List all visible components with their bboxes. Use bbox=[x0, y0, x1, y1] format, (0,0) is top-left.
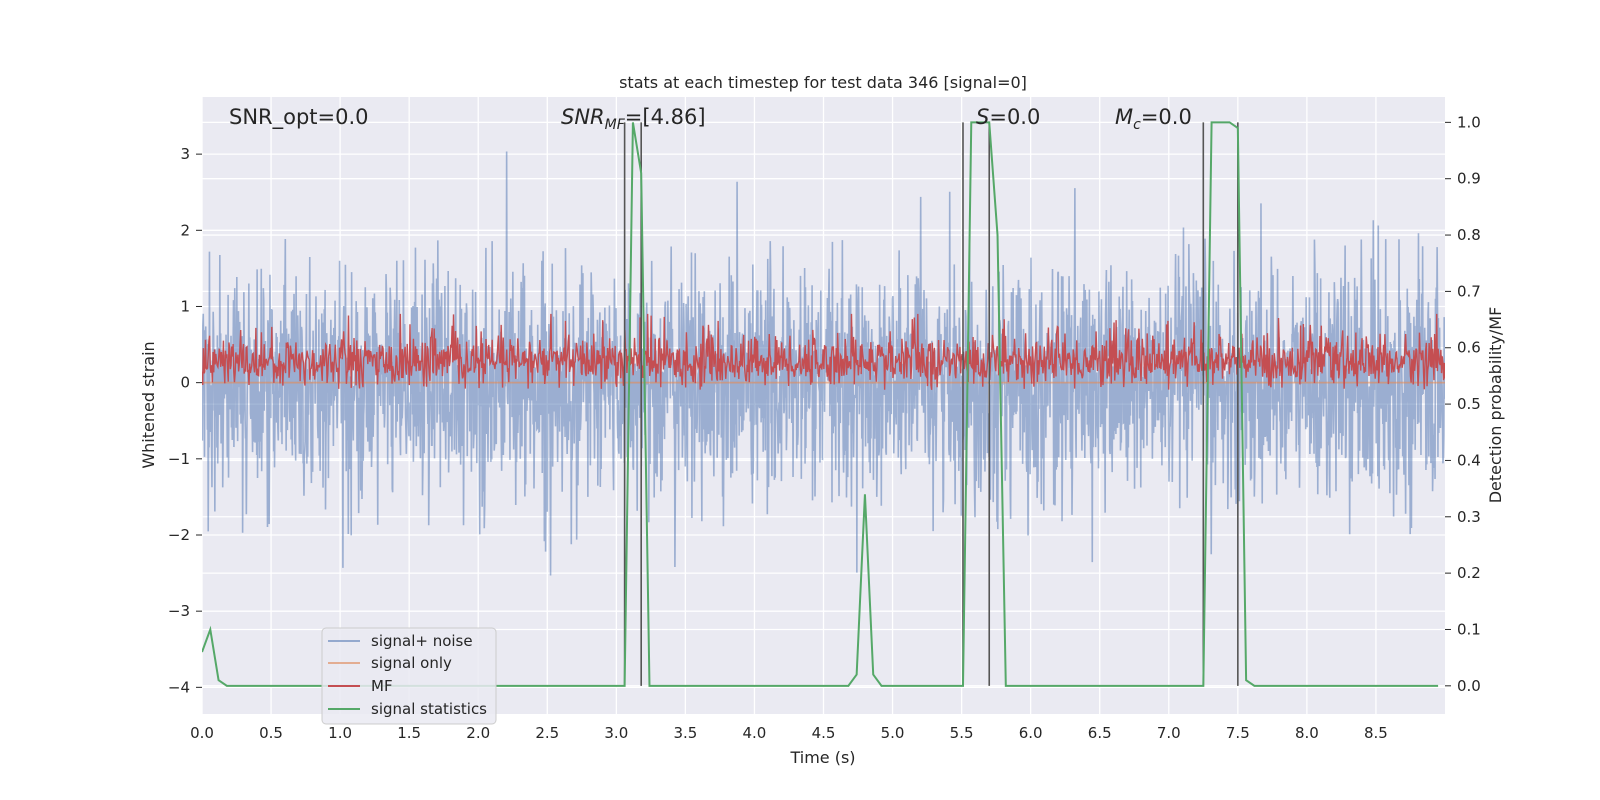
annotation-s: S=0.0 bbox=[976, 105, 1040, 129]
annotation-mc-sub: c bbox=[1133, 117, 1141, 133]
y-tick-label-left: 2 bbox=[180, 221, 190, 239]
y-tick-label-left: 1 bbox=[180, 297, 190, 315]
y-tick-label-right: 0.9 bbox=[1457, 170, 1481, 188]
legend-label-mf: MF bbox=[371, 677, 393, 695]
y-axis-right-ticks: 1.0 0.9 0.8 0.7 0.6 0.5 0.4 0.3 0.2 0.1 0.0 bbox=[1445, 113, 1481, 695]
annotation-mc-value: =0.0 bbox=[1141, 105, 1192, 129]
y-tick-label-right: 0.2 bbox=[1457, 564, 1481, 582]
x-tick-label: 5.0 bbox=[881, 724, 905, 742]
y-axis-left-label: Whitened strain bbox=[139, 341, 158, 468]
x-tick-label: 7.0 bbox=[1157, 724, 1181, 742]
y-tick-label-left: 0 bbox=[180, 374, 190, 392]
x-tick-label: 4.0 bbox=[743, 724, 767, 742]
x-tick-label: 1.5 bbox=[397, 724, 421, 742]
y-tick-label-left: −4 bbox=[168, 678, 190, 696]
annotation-snr-mf-main: SNR bbox=[561, 105, 605, 129]
x-tick-label: 0.5 bbox=[259, 724, 283, 742]
y-axis-left-ticks: 3 2 1 0 −1 −2 −3 −4 bbox=[168, 145, 202, 696]
y-tick-label-right: 0.8 bbox=[1457, 226, 1481, 244]
annotation-mc: Mc=0.0 bbox=[1115, 105, 1192, 133]
annotation-snr-mf-sub: MF bbox=[605, 117, 626, 133]
y-tick-label-left: −2 bbox=[168, 526, 190, 544]
x-axis-ticks: 0.0 0.5 1.0 1.5 2.0 2.5 3.0 3.5 4.0 4.5 5.0 5.5 6.0 6… bbox=[190, 724, 1388, 742]
x-tick-label: 8.0 bbox=[1295, 724, 1319, 742]
annotation-s-label: S bbox=[976, 105, 989, 129]
y-tick-label-left: −1 bbox=[168, 450, 190, 468]
y-tick-label-right: 0.7 bbox=[1457, 282, 1481, 300]
legend-box bbox=[321, 627, 497, 725]
y-tick-label-right: 0.6 bbox=[1457, 339, 1481, 357]
y-tick-label-right: 1.0 bbox=[1457, 113, 1481, 131]
annotation-snr-mf: SNRMF=[4.86] bbox=[561, 105, 706, 133]
x-tick-label: 6.5 bbox=[1088, 724, 1112, 742]
x-tick-label: 3.5 bbox=[673, 724, 697, 742]
y-tick-label-right: 0.3 bbox=[1457, 508, 1481, 526]
x-tick-label: 4.5 bbox=[812, 724, 836, 742]
y-tick-label-right: 0.5 bbox=[1457, 395, 1481, 413]
x-axis-label: Time (s) bbox=[789, 748, 855, 767]
y-axis-right-label: Detection probability/MF bbox=[1486, 307, 1505, 504]
x-tick-label: 8.5 bbox=[1364, 724, 1388, 742]
x-tick-label: 1.0 bbox=[328, 724, 352, 742]
legend: signal+ noise signal only MF signal stat… bbox=[321, 627, 497, 725]
legend-label-signal-noise: signal+ noise bbox=[371, 632, 473, 650]
x-tick-label: 7.5 bbox=[1226, 724, 1250, 742]
annotation-snr-mf-value: =[4.86] bbox=[625, 105, 706, 129]
y-tick-label-left: −3 bbox=[168, 602, 190, 620]
series-signal-statistics bbox=[202, 121, 1439, 687]
annotation-s-value: =0.0 bbox=[989, 105, 1040, 129]
annotation-mc-label: M bbox=[1115, 105, 1133, 129]
x-tick-label: 6.0 bbox=[1019, 724, 1043, 742]
x-tick-label: 2.0 bbox=[466, 724, 490, 742]
x-tick-label: 0.0 bbox=[190, 724, 214, 742]
legend-label-signal-statistics: signal statistics bbox=[371, 700, 487, 718]
y-tick-label-right: 0.1 bbox=[1457, 620, 1481, 638]
x-tick-label: 2.5 bbox=[535, 724, 559, 742]
y-tick-label-right: 0.4 bbox=[1457, 451, 1481, 469]
x-tick-label: 3.0 bbox=[604, 724, 628, 742]
chart-title: stats at each timestep for test data 346… bbox=[619, 73, 1027, 92]
data-layer bbox=[202, 121, 1445, 687]
y-tick-label-right: 0.0 bbox=[1457, 677, 1481, 695]
x-tick-label: 5.5 bbox=[950, 724, 974, 742]
legend-label-signal-only: signal only bbox=[371, 654, 452, 672]
y-tick-label-left: 3 bbox=[180, 145, 190, 163]
annotation-snr-opt: SNR_opt=0.0 bbox=[229, 105, 369, 130]
